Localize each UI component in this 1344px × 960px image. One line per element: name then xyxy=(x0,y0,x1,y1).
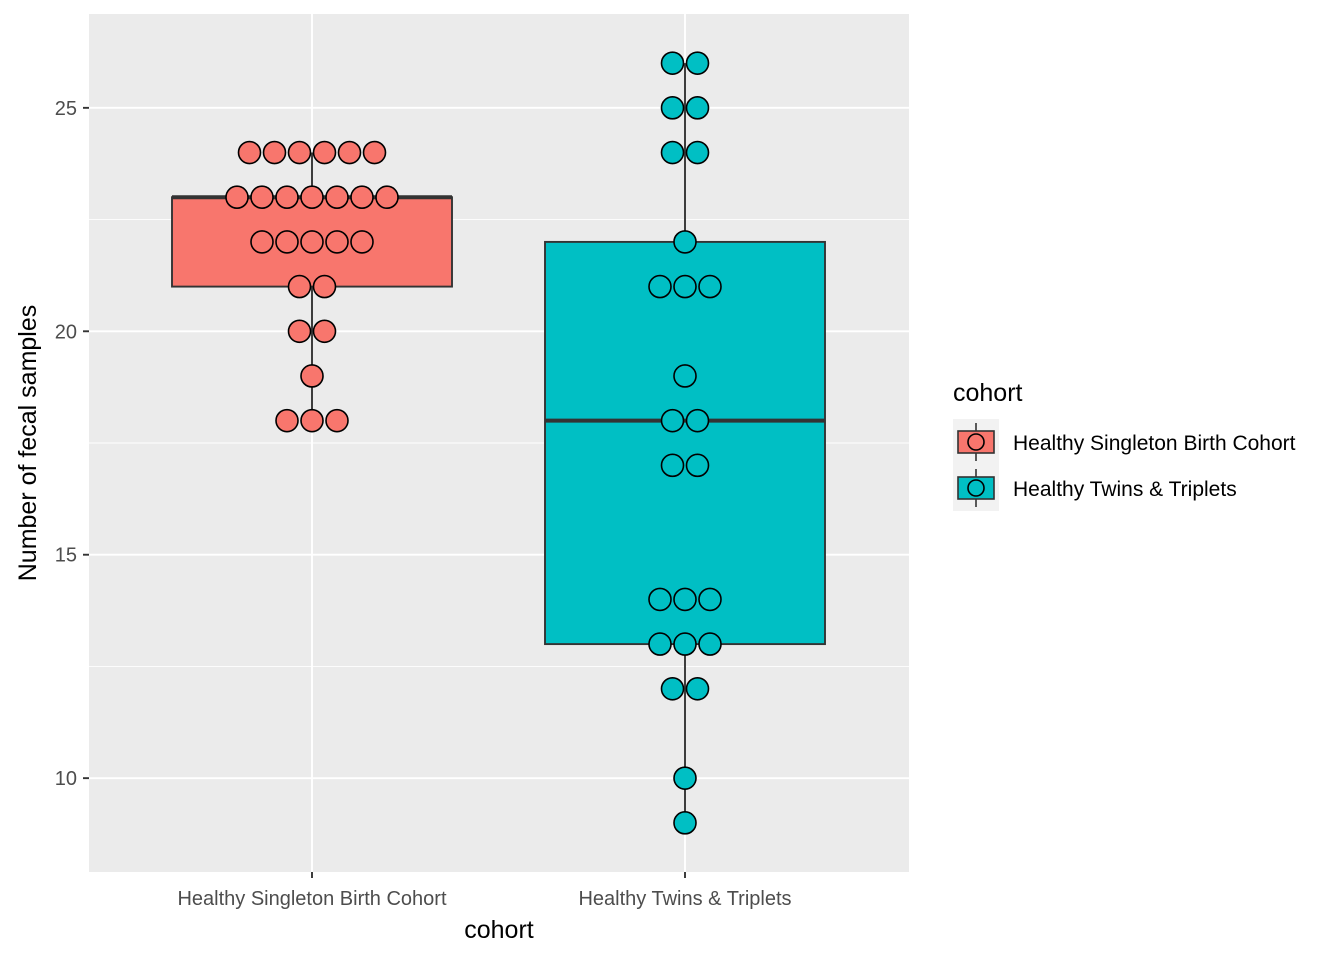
y-tick-label: 10 xyxy=(55,768,77,790)
legend-key xyxy=(953,419,999,465)
data-point xyxy=(300,230,324,254)
data-point xyxy=(660,140,685,165)
data-point xyxy=(275,230,299,254)
data-point xyxy=(325,408,349,433)
data-point xyxy=(375,185,399,210)
legend-key xyxy=(953,465,999,511)
data-point xyxy=(350,185,374,210)
data-point xyxy=(673,766,697,790)
data-point xyxy=(660,408,685,433)
data-point xyxy=(648,274,672,299)
legend-label: Healthy Twins & Triplets xyxy=(1013,478,1237,501)
data-point xyxy=(698,587,722,612)
x-axis: Healthy Singleton Birth Cohort Healthy Tw… xyxy=(177,872,792,910)
data-point xyxy=(300,185,324,210)
data-point xyxy=(660,676,685,701)
data-point xyxy=(673,632,697,656)
data-point xyxy=(325,230,349,254)
data-point xyxy=(698,632,722,656)
box xyxy=(544,240,826,646)
data-point xyxy=(275,408,299,433)
data-point xyxy=(287,319,312,344)
data-point xyxy=(337,140,362,165)
data-point xyxy=(685,408,710,433)
data-point xyxy=(312,319,337,344)
data-point xyxy=(287,140,312,165)
x-axis-title: cohort xyxy=(464,916,534,944)
boxes xyxy=(171,63,826,823)
data-point xyxy=(237,140,262,165)
data-point xyxy=(685,51,710,75)
data-point xyxy=(673,230,697,254)
data-point xyxy=(698,274,722,299)
data-point xyxy=(300,364,324,388)
data-point xyxy=(287,274,312,299)
y-tick-label: 20 xyxy=(55,321,77,343)
legend-title: cohort xyxy=(953,379,1023,407)
data-point xyxy=(648,587,672,612)
data-point xyxy=(685,140,710,165)
data-point xyxy=(362,140,387,165)
data-point xyxy=(685,676,710,701)
data-point xyxy=(673,364,697,388)
data-point xyxy=(262,140,287,165)
data-points xyxy=(225,51,722,835)
data-point xyxy=(250,185,274,210)
data-point xyxy=(300,408,324,433)
data-point xyxy=(673,811,697,835)
x-tick-label: Healthy Twins & Triplets xyxy=(578,888,791,910)
legend-label: Healthy Singleton Birth Cohort xyxy=(1013,432,1296,455)
data-point xyxy=(225,185,249,210)
data-point xyxy=(685,453,710,478)
data-point xyxy=(250,230,274,254)
legend: cohort Healthy Singleton Birth Cohort Hea… xyxy=(953,379,1296,511)
y-tick-label: 25 xyxy=(55,98,77,120)
legend-key-point xyxy=(967,479,985,497)
y-axis: 10 15 20 25 xyxy=(55,98,89,790)
data-point xyxy=(275,185,299,210)
data-point xyxy=(660,96,685,120)
x-tick-label: Healthy Singleton Birth Cohort xyxy=(177,888,446,910)
data-point xyxy=(350,230,374,254)
data-point xyxy=(312,140,337,165)
data-point xyxy=(648,632,672,656)
y-tick-label: 15 xyxy=(55,545,77,567)
data-point xyxy=(673,274,697,299)
data-point xyxy=(685,96,710,120)
legend-key-point xyxy=(967,433,985,451)
data-point xyxy=(660,453,685,478)
data-point xyxy=(660,51,685,75)
data-point xyxy=(673,587,697,612)
data-point xyxy=(312,274,337,299)
data-point xyxy=(325,185,349,210)
y-axis-title: Number of fecal samples xyxy=(14,305,42,582)
